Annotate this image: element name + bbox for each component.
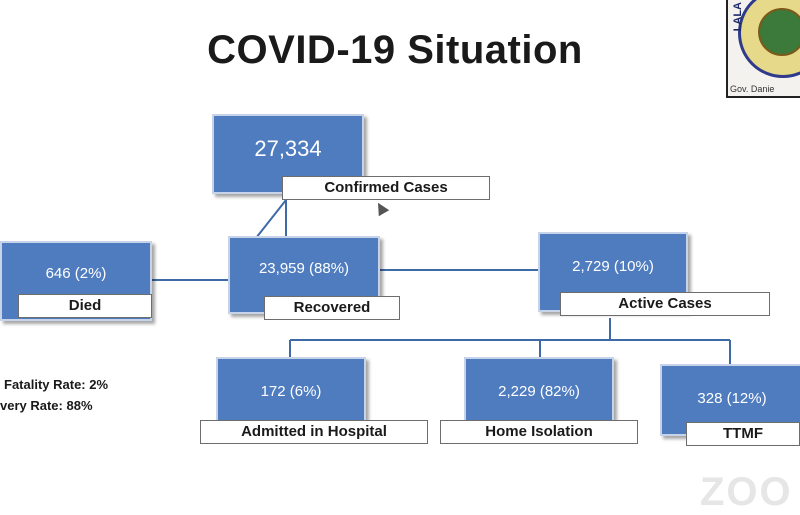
confirmed-cases-label: Confirmed Cases — [282, 176, 490, 200]
home-isolation-box: 2,229 (82%) — [464, 357, 614, 429]
ttmf-label: TTMF — [686, 422, 800, 446]
hospital-value: 172 (6%) — [260, 383, 322, 400]
connector-confirmed-diagonal — [255, 199, 287, 239]
provincial-seal-logo: LALA Gov. Danie — [726, 0, 800, 98]
logo-caption: Gov. Danie — [730, 84, 775, 94]
connector-lines — [148, 199, 731, 364]
home-isolation-label: Home Isolation — [440, 420, 638, 444]
died-label: Died — [18, 294, 152, 318]
rates-summary: Fatality Rate: 2% very Rate: 88% — [0, 374, 108, 416]
hospital-box: 172 (6%) — [216, 357, 366, 429]
seal-emblem — [758, 8, 800, 56]
recovered-label: Recovered — [264, 296, 400, 320]
active-cases-value: 2,729 (10%) — [572, 258, 654, 275]
fatality-rate-text: Fatality Rate: 2% — [4, 377, 109, 392]
active-cases-label: Active Cases — [560, 292, 770, 316]
ttmf-value: 328 (12%) — [697, 390, 767, 407]
recovered-value: 23,959 (88%) — [258, 260, 350, 277]
zoom-watermark: ZOO — [700, 470, 793, 514]
died-value: 646 (2%) — [45, 265, 107, 282]
confirmed-cases-value: 27,334 — [254, 136, 322, 161]
recovery-rate-text: very Rate: 88% — [0, 398, 93, 413]
hospital-label: Admitted in Hospital — [200, 420, 428, 444]
slide-title: COVID-19 Situation — [207, 28, 583, 72]
home-isolation-value: 2,229 (82%) — [498, 383, 580, 400]
